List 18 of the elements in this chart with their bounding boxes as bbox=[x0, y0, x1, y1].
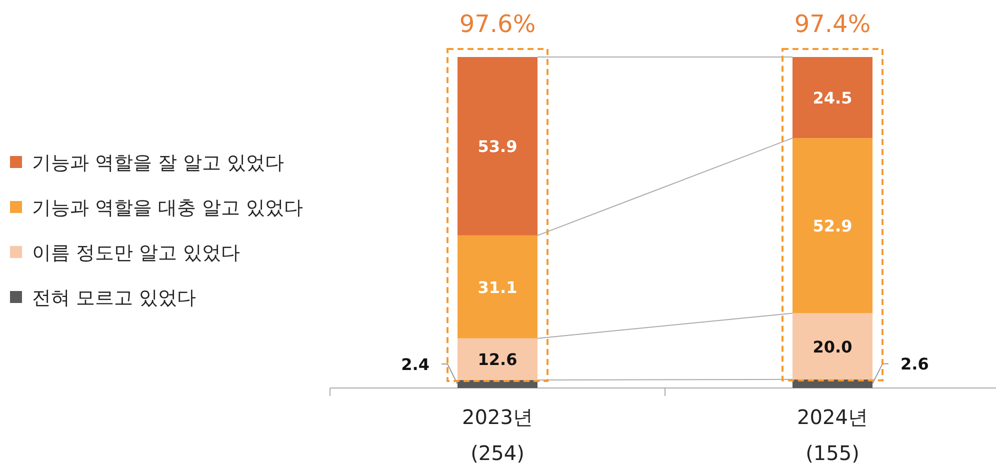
data-label: 53.9 bbox=[478, 137, 518, 156]
data-label: 2.6 bbox=[900, 354, 929, 374]
data-label: 31.1 bbox=[478, 278, 518, 297]
bar bbox=[792, 138, 872, 314]
bar bbox=[458, 57, 538, 236]
data-label: 12.6 bbox=[478, 350, 518, 370]
annotation: 97.4% bbox=[794, 10, 871, 38]
annotation: 97.6% bbox=[459, 10, 536, 38]
bar bbox=[792, 57, 872, 138]
x-tick-label: 2024년 (155) bbox=[797, 405, 868, 465]
data-label: 20.0 bbox=[812, 337, 852, 356]
data-label: 52.9 bbox=[812, 216, 852, 236]
data-label: 24.5 bbox=[812, 88, 852, 108]
bar bbox=[792, 313, 872, 380]
bar bbox=[458, 235, 538, 338]
data-label: 2.4 bbox=[401, 355, 430, 374]
bar bbox=[458, 338, 538, 380]
x-tick-label: 2023년 (254) bbox=[462, 405, 533, 465]
